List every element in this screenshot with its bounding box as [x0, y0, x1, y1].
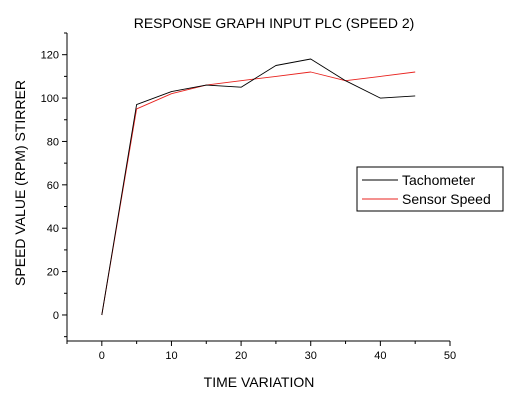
- x-axis: 0 10 20 30 40 50: [66, 341, 456, 362]
- series-layer: [101, 58, 416, 316]
- legend: Tachometer Sensor Speed: [356, 166, 504, 212]
- y-tick-label: 60: [47, 180, 59, 192]
- x-tick-label: 10: [165, 350, 177, 362]
- y-tick-label: 80: [47, 136, 59, 148]
- legend-box: [356, 166, 504, 212]
- legend-label: Tachometer: [402, 172, 475, 188]
- y-tick-label: 120: [41, 50, 59, 62]
- legend-label: Sensor Speed: [402, 191, 491, 207]
- y-tick-label: 20: [47, 267, 59, 279]
- x-tick-label: 0: [99, 350, 105, 362]
- x-tick-label: 40: [374, 350, 386, 362]
- y-axis-title: SPEED VALUE (RPM) STIRRER: [12, 80, 28, 286]
- y-tick-label: 0: [53, 310, 59, 322]
- series-line-tachometer: [101, 58, 416, 316]
- x-tick-label: 30: [305, 350, 317, 362]
- y-tick-label: 100: [41, 93, 59, 105]
- y-tick-label: 40: [47, 223, 59, 235]
- x-tick-label: 20: [235, 350, 247, 362]
- chart-title: RESPONSE GRAPH INPUT PLC (SPEED 2): [134, 15, 415, 31]
- series-line-sensor-speed: [101, 71, 416, 316]
- y-axis: 0 20 40 60 80 100 120: [41, 32, 67, 338]
- x-axis-title: TIME VARIATION: [204, 374, 315, 390]
- x-tick-label: 50: [444, 350, 456, 362]
- plot-area: [66, 33, 450, 342]
